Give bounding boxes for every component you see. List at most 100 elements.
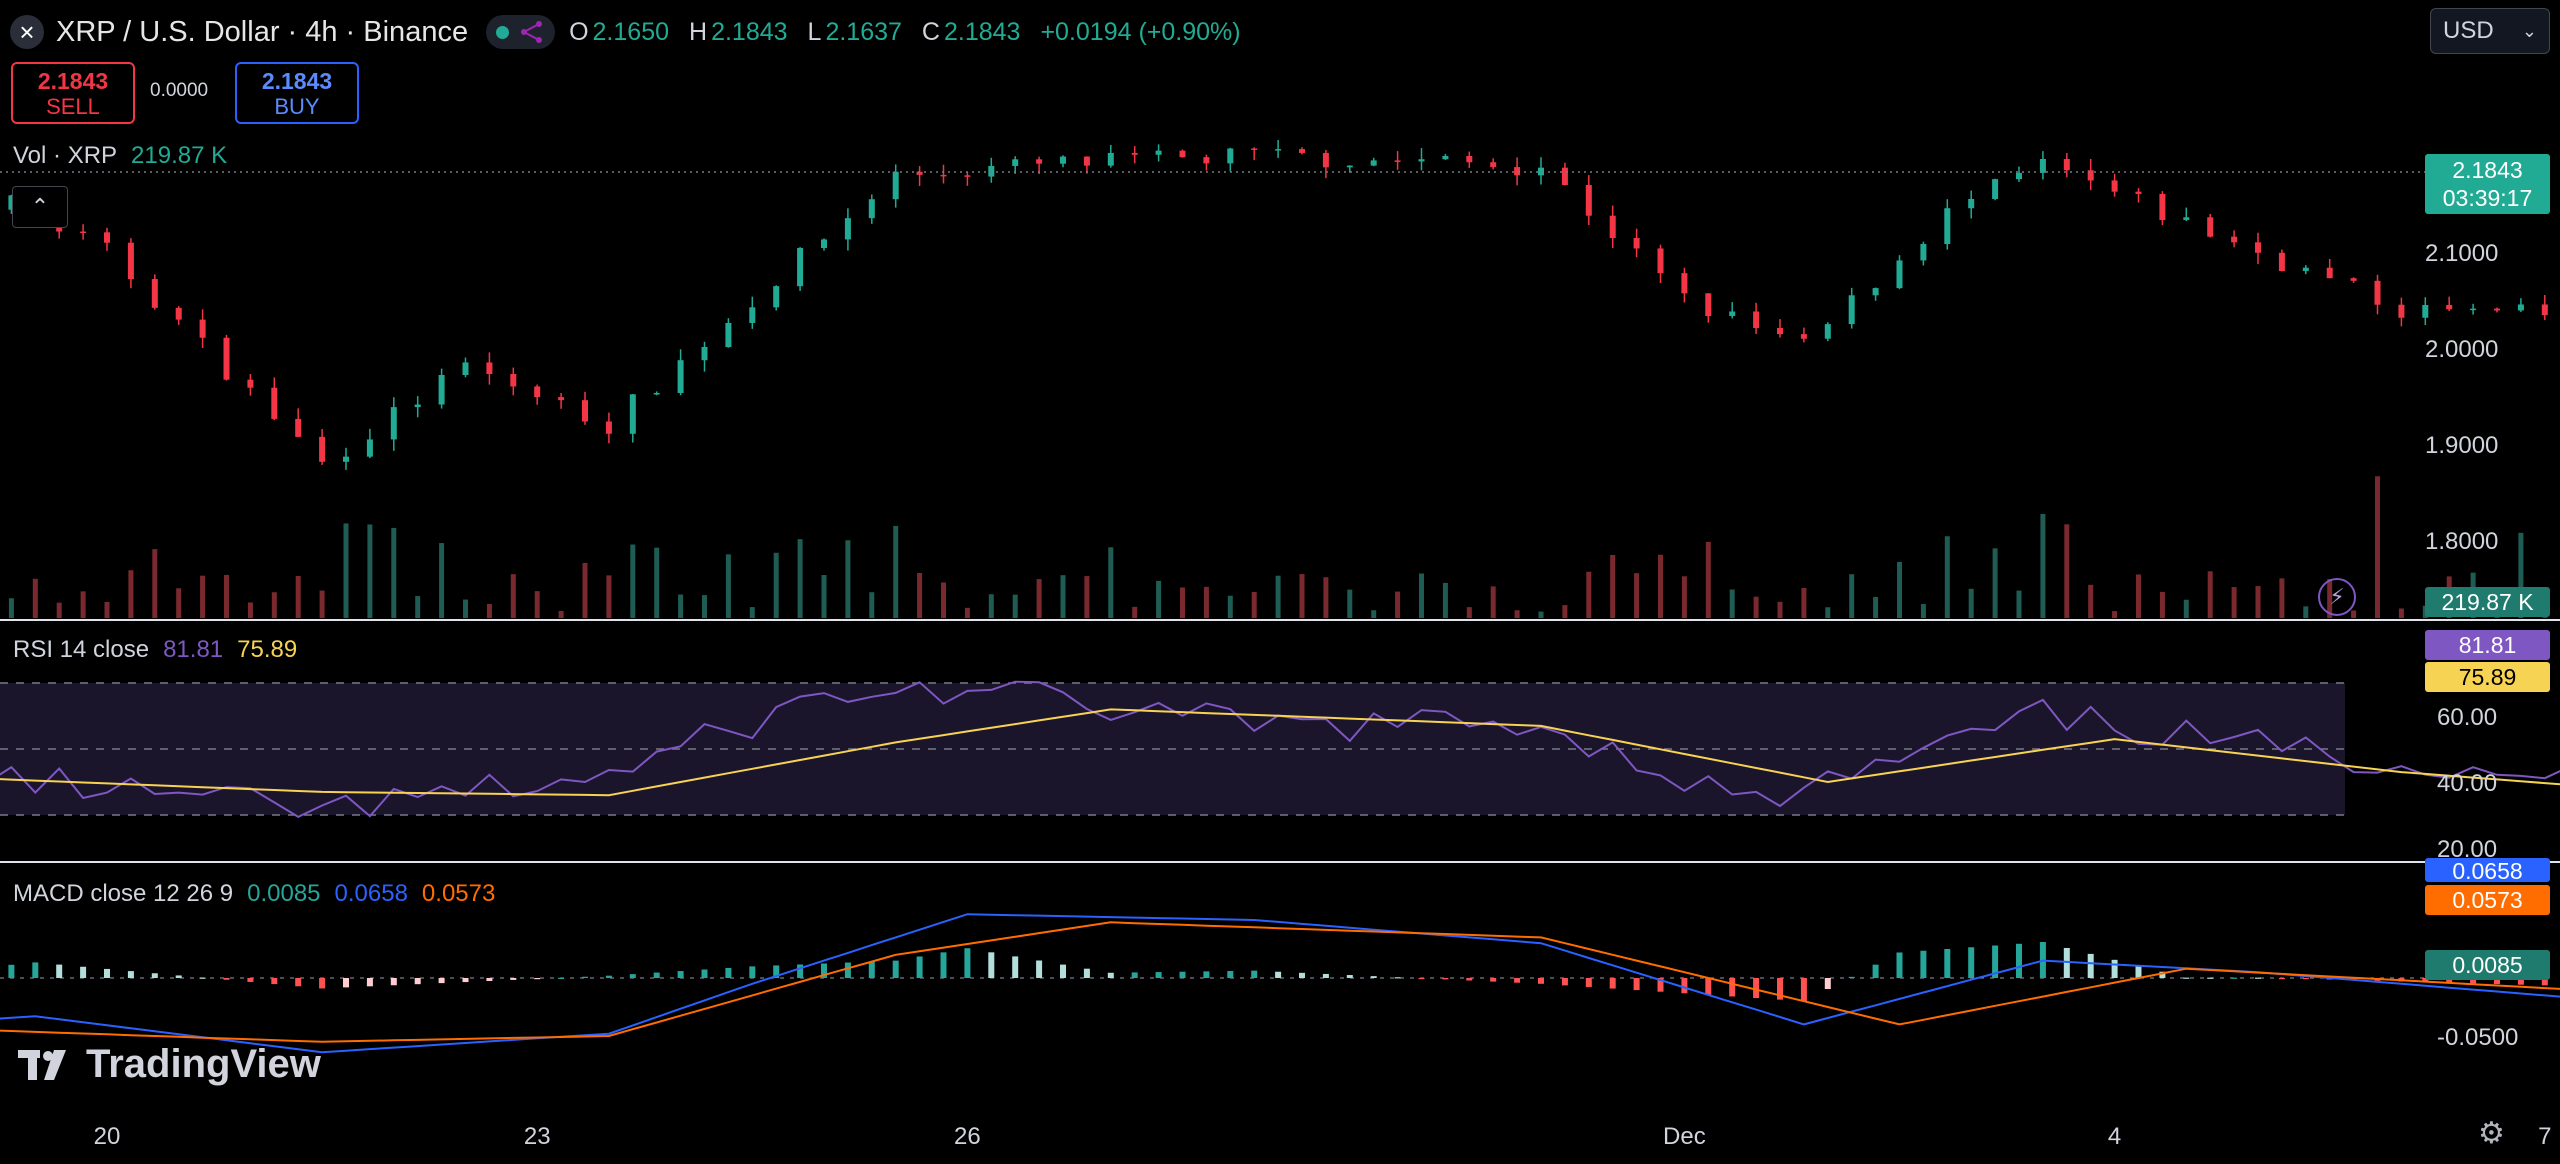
candle-body-46 bbox=[916, 171, 923, 175]
live-status-pill[interactable] bbox=[486, 15, 556, 49]
spread-value: 0.0000 bbox=[150, 80, 209, 101]
volume-bar-36 bbox=[678, 594, 684, 618]
macd-hist-bar-109 bbox=[2422, 978, 2429, 983]
candle-body-12 bbox=[104, 232, 110, 243]
rsi-legend[interactable]: RSI 14 close 81.81 75.89 bbox=[13, 636, 297, 664]
macd-hist-bar-63 bbox=[1322, 973, 1329, 978]
candle-body-53 bbox=[1083, 156, 1090, 166]
macd-hist-bar-85 bbox=[1848, 976, 1855, 979]
buy-label: BUY bbox=[274, 94, 320, 119]
price-axis: 2.1000 2.0000 1.9000 1.8000 bbox=[2425, 240, 2498, 555]
symbol-title[interactable]: XRP / U.S. Dollar · 4h · Binance bbox=[56, 15, 469, 48]
close-icon[interactable]: × bbox=[10, 15, 44, 49]
volume-bar-75 bbox=[1610, 554, 1616, 618]
volume-bar-54 bbox=[1108, 547, 1114, 618]
macd-hist-bar-52 bbox=[1060, 964, 1066, 978]
candle-body-102 bbox=[2255, 242, 2261, 253]
volume-bar-95 bbox=[2088, 584, 2094, 618]
macd-hist-bar-47 bbox=[940, 952, 947, 978]
candle-body-60 bbox=[1251, 148, 1258, 151]
tradingview-logo[interactable]: TradingView bbox=[18, 1042, 321, 1087]
rsi-ma-legend-value: 75.89 bbox=[237, 636, 298, 663]
candles bbox=[8, 139, 2548, 470]
candle-body-71 bbox=[1514, 167, 1521, 176]
candle-body-114 bbox=[2541, 304, 2548, 316]
volume-bar-77 bbox=[1658, 554, 1663, 618]
candle-body-108 bbox=[2398, 304, 2405, 318]
candle-body-91 bbox=[1992, 179, 1999, 199]
candle-body-62 bbox=[1299, 149, 1305, 153]
price-tick-2: 1.9000 bbox=[2425, 432, 2498, 459]
volume-legend[interactable]: Vol · XRP 219.87 K bbox=[13, 142, 227, 170]
macd-hist-bar-40 bbox=[773, 965, 780, 978]
macd-hist-bar-39 bbox=[749, 966, 756, 978]
macd-hist-bar-37 bbox=[701, 969, 708, 978]
time-tick-3: Dec bbox=[1663, 1123, 1706, 1150]
volume-bar-96 bbox=[2112, 611, 2118, 618]
candle-body-55 bbox=[1131, 152, 1138, 155]
lightning-icon[interactable]: ⚡ bbox=[2318, 578, 2356, 616]
macd-hist-bar-103 bbox=[2278, 978, 2285, 980]
candle-body-88 bbox=[1920, 243, 1927, 261]
candle-body-33 bbox=[605, 421, 612, 434]
candle-body-52 bbox=[1060, 156, 1066, 164]
volume-bar-97 bbox=[2136, 574, 2141, 618]
candle-body-24 bbox=[390, 407, 397, 440]
ohlc-low-value: 2.1637 bbox=[825, 17, 902, 46]
volume-bar-16 bbox=[200, 575, 206, 618]
candle-body-84 bbox=[1824, 324, 1831, 339]
candle-body-78 bbox=[1681, 273, 1688, 294]
macd-hist-bar-56 bbox=[1155, 972, 1162, 978]
macd-hist-bar-45 bbox=[892, 960, 899, 978]
candle-body-36 bbox=[677, 360, 684, 393]
macd-legend[interactable]: MACD close 12 26 9 0.0085 0.0658 0.0573 bbox=[13, 880, 495, 908]
signal-badge: 0.0573 bbox=[2425, 885, 2550, 915]
symbol-header: × XRP / U.S. Dollar · 4h · Binance O 2.1… bbox=[10, 12, 1261, 52]
volume-bar-39 bbox=[749, 607, 755, 618]
volume-legend-value: 219.87 K bbox=[131, 142, 228, 169]
macd-hist-bar-114 bbox=[2541, 978, 2548, 986]
macd-hist-bar-71 bbox=[1514, 978, 1521, 983]
macd-hist-bar-101 bbox=[2231, 977, 2238, 979]
volume-bar-43 bbox=[845, 540, 851, 618]
collapse-legend-button[interactable]: ⌃ bbox=[12, 186, 68, 228]
macd-hist-bar-75 bbox=[1609, 978, 1616, 989]
candle-body-28 bbox=[486, 362, 493, 375]
candle-body-57 bbox=[1179, 150, 1186, 158]
time-tick-0: 20 bbox=[94, 1123, 121, 1150]
volume-bar-92 bbox=[2016, 590, 2022, 618]
ohlc-high-value: 2.1843 bbox=[711, 17, 788, 46]
volume-bar-10 bbox=[56, 602, 62, 618]
rsi-line bbox=[0, 680, 2560, 819]
price-change: +0.0194 (+0.90%) bbox=[1040, 17, 1241, 46]
macd-hist-bar-23 bbox=[366, 978, 373, 987]
volume-bar-46 bbox=[917, 572, 923, 618]
gear-icon[interactable]: ⚙ bbox=[2478, 1117, 2505, 1150]
volume-legend-name: Vol · XRP bbox=[13, 142, 118, 169]
volume-bar-35 bbox=[654, 547, 660, 618]
ohlc-open-value: 2.1650 bbox=[592, 17, 669, 46]
volume-bars bbox=[8, 476, 2548, 618]
macd-hist-bar-69 bbox=[1466, 978, 1473, 981]
volume-bar-29 bbox=[510, 574, 516, 618]
currency-select[interactable]: USD ⌄ bbox=[2430, 8, 2550, 54]
volume-bar-100 bbox=[2207, 571, 2213, 618]
volume-bar-47 bbox=[941, 582, 946, 618]
volume-bar-101 bbox=[2231, 587, 2237, 618]
candle-body-37 bbox=[701, 347, 708, 361]
volume-bar-58 bbox=[1203, 586, 1209, 618]
macd-hist-bar-60 bbox=[1251, 970, 1258, 978]
currency-value: USD bbox=[2443, 17, 2494, 44]
candle-body-38 bbox=[725, 322, 732, 348]
macd-hist-bar-96 bbox=[2111, 959, 2118, 978]
volume-bar-12 bbox=[104, 601, 110, 618]
volume-bar-57 bbox=[1180, 587, 1185, 618]
volume-bar-113 bbox=[2518, 532, 2524, 618]
sell-button[interactable]: 2.1843 SELL bbox=[11, 62, 135, 124]
buy-button[interactable]: 2.1843 BUY bbox=[235, 62, 359, 124]
volume-bar-26 bbox=[439, 543, 445, 618]
macd-hist-bar-73 bbox=[1561, 978, 1568, 986]
candle-body-69 bbox=[1466, 156, 1473, 163]
volume-bar-49 bbox=[988, 594, 994, 618]
